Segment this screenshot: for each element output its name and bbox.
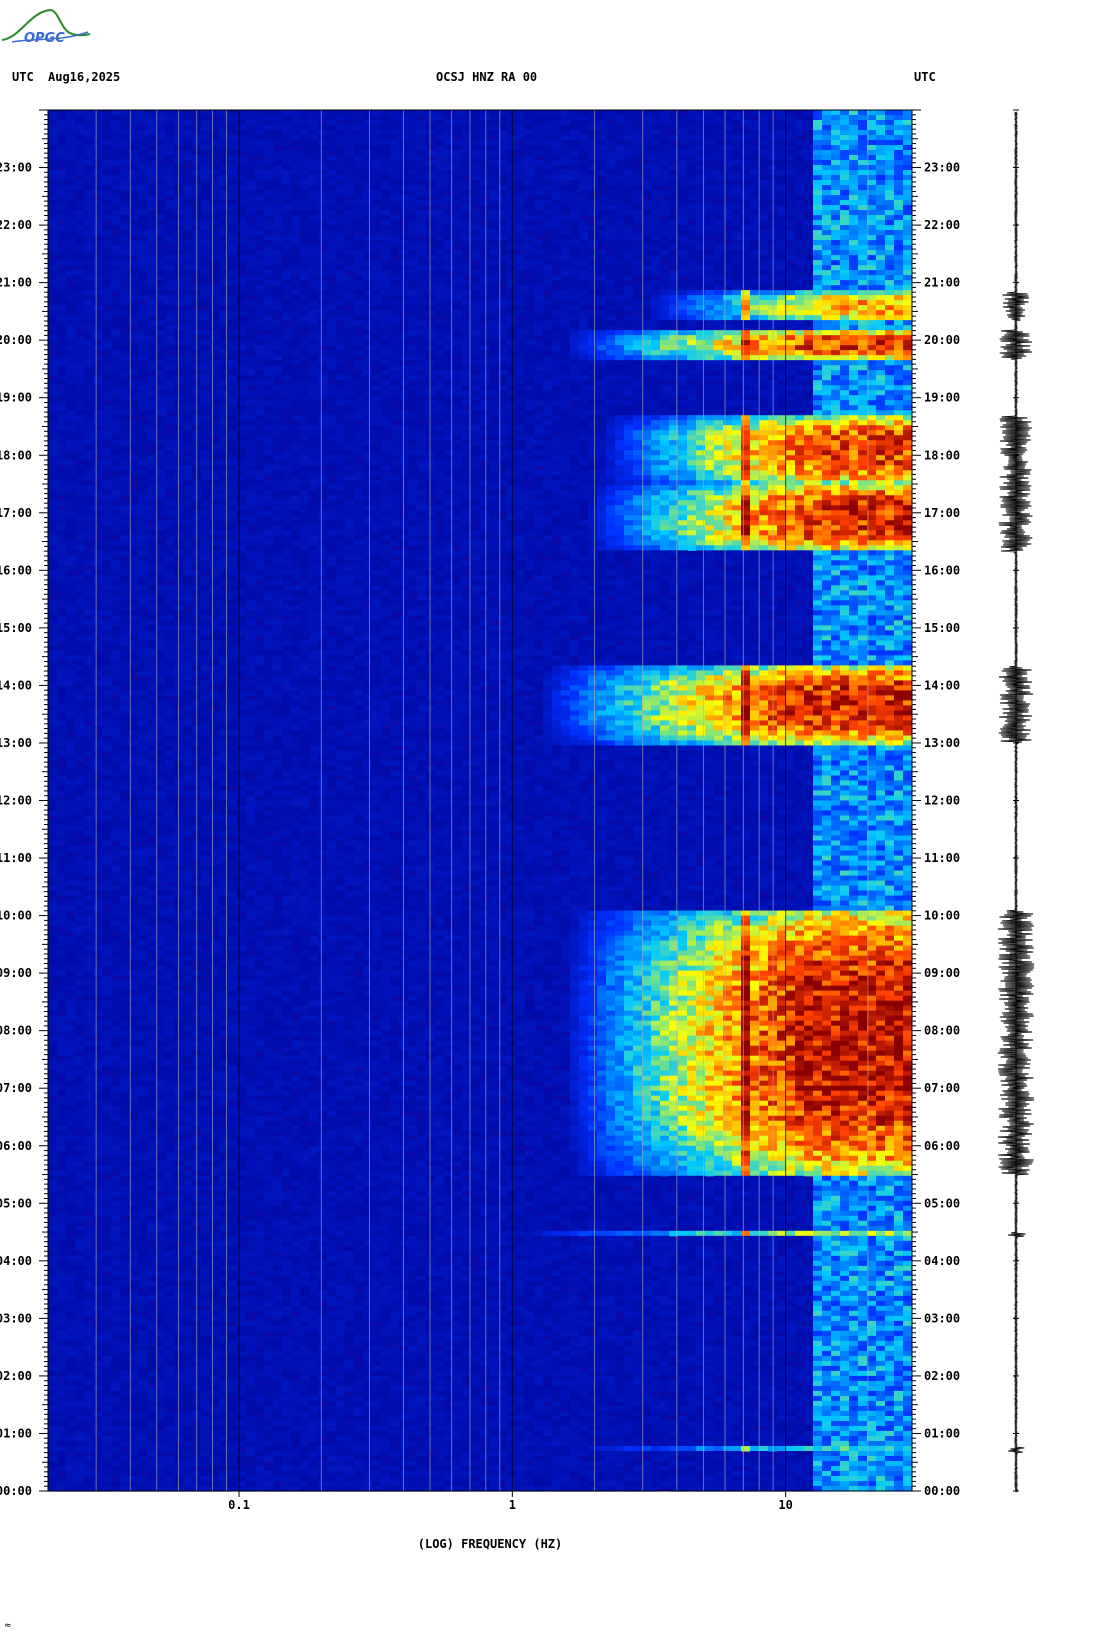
y-tick-label-left: 18:00	[0, 448, 32, 462]
y-tick-label-left: 01:00	[0, 1426, 32, 1440]
y-tick-label-left: 10:00	[0, 909, 32, 923]
y-tick-label-left: 00:00	[0, 1484, 32, 1498]
y-tick-label-left: 06:00	[0, 1139, 32, 1153]
y-tick-label-left: 16:00	[0, 563, 32, 577]
seismogram-trace	[997, 109, 1035, 1493]
y-tick-label-right: 11:00	[924, 851, 960, 865]
y-tick-label-left: 04:00	[0, 1254, 32, 1268]
y-tick-label-left: 19:00	[0, 391, 32, 405]
y-tick-label-right: 16:00	[924, 563, 960, 577]
x-tick-label: 0.1	[228, 1498, 250, 1512]
svg-text:OPGC: OPGC	[24, 31, 65, 46]
y-tick-label-right: 14:00	[924, 678, 960, 692]
y-tick-label-right: 21:00	[924, 276, 960, 290]
axis-labels: 00:00 00:00 01:00 01:00 02:00 02:00 03:00 03:00…	[0, 161, 960, 1512]
seismogram-line	[997, 111, 1035, 1493]
utc-right-label: UTC	[914, 70, 936, 84]
y-tick-label-right: 22:00	[924, 218, 960, 232]
spectrogram-heatmap	[48, 110, 912, 1492]
y-tick-label-left: 05:00	[0, 1196, 32, 1210]
axis-ticks	[39, 109, 921, 1497]
y-tick-label-left: 21:00	[0, 276, 32, 290]
y-tick-label-right: 17:00	[924, 506, 960, 520]
y-tick-label-left: 15:00	[0, 621, 32, 635]
opgc-logo: OPGC	[0, 2, 100, 55]
y-tick-label-left: 03:00	[0, 1311, 32, 1325]
y-tick-label-left: 02:00	[0, 1369, 32, 1383]
y-tick-label-right: 15:00	[924, 621, 960, 635]
x-tick-label: 10	[778, 1498, 792, 1512]
y-tick-label-right: 08:00	[924, 1024, 960, 1038]
y-tick-label-right: 07:00	[924, 1081, 960, 1095]
y-tick-label-left: 09:00	[0, 966, 32, 980]
y-tick-label-right: 05:00	[924, 1196, 960, 1210]
y-tick-label-right: 23:00	[924, 161, 960, 175]
date-label: Aug16,2025	[48, 70, 120, 84]
y-tick-label-left: 08:00	[0, 1024, 32, 1038]
y-tick-label-right: 02:00	[924, 1369, 960, 1383]
y-tick-label-right: 12:00	[924, 794, 960, 808]
y-tick-label-right: 01:00	[924, 1426, 960, 1440]
y-tick-label-left: 07:00	[0, 1081, 32, 1095]
y-tick-label-left: 17:00	[0, 506, 32, 520]
y-tick-label-right: 10:00	[924, 909, 960, 923]
y-tick-label-left: 20:00	[0, 333, 32, 347]
utc-left-label: UTC	[12, 70, 34, 84]
x-axis-label: (LOG) FREQUENCY (HZ)	[418, 1537, 563, 1551]
y-tick-label-right: 09:00	[924, 966, 960, 980]
y-tick-label-left: 12:00	[0, 794, 32, 808]
y-tick-label-left: 13:00	[0, 736, 32, 750]
station-title: OCSJ HNZ RA 00	[436, 70, 537, 84]
footer-mark: ≈	[4, 1621, 12, 1631]
y-tick-label-left: 22:00	[0, 218, 32, 232]
y-tick-label-right: 19:00	[924, 391, 960, 405]
y-tick-label-left: 23:00	[0, 161, 32, 175]
y-tick-label-right: 18:00	[924, 448, 960, 462]
y-tick-label-right: 20:00	[924, 333, 960, 347]
y-tick-label-right: 00:00	[924, 1484, 960, 1498]
y-tick-label-right: 03:00	[924, 1311, 960, 1325]
y-tick-label-right: 04:00	[924, 1254, 960, 1268]
y-tick-label-right: 13:00	[924, 736, 960, 750]
frequency-gridlines	[95, 110, 869, 1491]
y-tick-label-left: 11:00	[0, 851, 32, 865]
x-tick-label: 1	[509, 1498, 516, 1512]
y-tick-label-right: 06:00	[924, 1139, 960, 1153]
y-tick-label-left: 14:00	[0, 678, 32, 692]
